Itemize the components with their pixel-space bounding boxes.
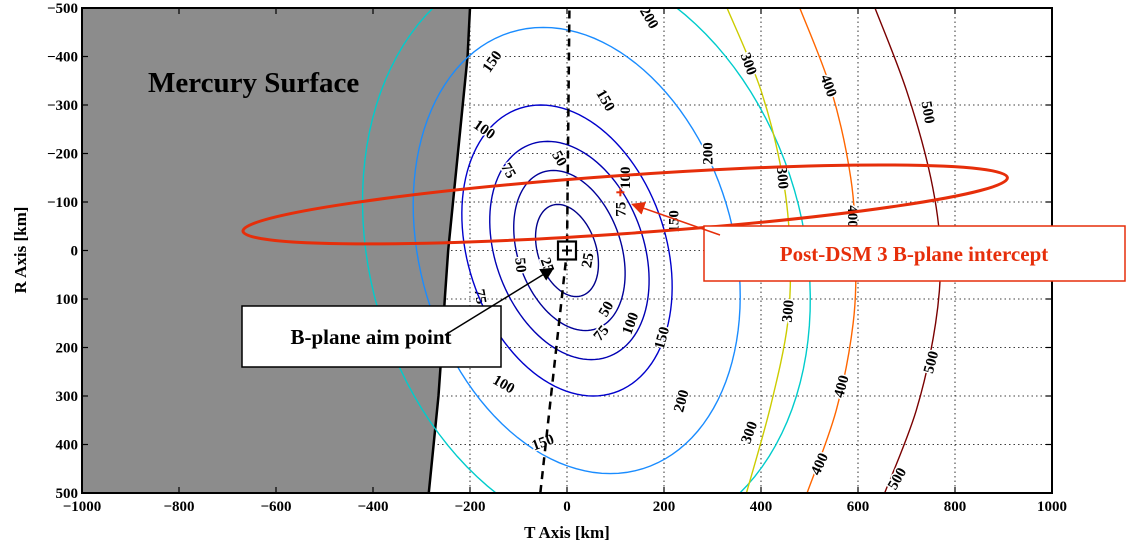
x-tick-label: 400	[750, 499, 773, 515]
intercept-arrow	[631, 201, 721, 236]
contour-label-50: 50	[511, 257, 528, 273]
aim-point-arrow	[444, 267, 555, 336]
contour-label-400: 400	[844, 205, 860, 228]
contour-label-150: 150	[667, 210, 683, 233]
y-tick-label: −200	[47, 147, 78, 163]
b-plane-error-ellipse	[241, 163, 1009, 246]
contour-label-75: 75	[471, 288, 489, 306]
contour-line-50	[513, 169, 626, 332]
x-tick-label: −1000	[63, 499, 102, 515]
contour-line-200	[361, 8, 811, 493]
y-tick-label: 400	[56, 438, 79, 454]
aim-label: B-plane aim point	[290, 325, 451, 349]
y-tick-label: 100	[56, 292, 79, 308]
y-tick-label: 200	[56, 341, 79, 357]
contour-label-25: 25	[579, 252, 597, 270]
y-tick-label: 500	[56, 486, 79, 502]
x-tick-label: 1000	[1037, 499, 1067, 515]
contour-label-200: 200	[701, 142, 717, 165]
x-axis-label: T Axis [km]	[524, 523, 610, 542]
mercury-surface-region	[82, 8, 470, 493]
contour-line-100	[461, 104, 673, 397]
y-tick-label: −500	[47, 1, 78, 17]
y-tick-label: −100	[47, 195, 78, 211]
contour-line-150	[412, 26, 741, 475]
contour-label-300: 300	[780, 299, 798, 323]
x-tick-label: −800	[163, 499, 194, 515]
x-tick-label: −400	[357, 499, 388, 515]
intercept-label: Post-DSM 3 B-plane intercept	[780, 242, 1049, 266]
y-tick-label: −300	[47, 98, 78, 114]
contour-line-25	[534, 203, 600, 298]
contour-label-300: 300	[773, 166, 791, 190]
contour-line-75	[489, 140, 650, 361]
x-tick-label: 200	[653, 499, 676, 515]
x-tick-label: −600	[260, 499, 291, 515]
x-tick-label: 600	[847, 499, 870, 515]
contour-label-500: 500	[918, 100, 938, 125]
contour-label-75: 75	[613, 202, 629, 217]
intercept-callout: Post-DSM 3 B-plane intercept	[703, 225, 1126, 282]
x-tick-label: 0	[563, 499, 571, 515]
surface-label: Mercury Surface	[148, 67, 359, 99]
y-tick-label: 0	[71, 244, 79, 260]
y-tick-label: 300	[56, 389, 79, 405]
x-tick-label: −200	[454, 499, 485, 515]
x-tick-label: 800	[944, 499, 967, 515]
contour-label-100: 100	[618, 167, 634, 190]
intercept-label-box	[703, 225, 1126, 282]
aim-label-box	[241, 305, 502, 368]
y-axis-label: R Axis [km]	[11, 207, 30, 294]
y-tick-label: −400	[47, 50, 78, 66]
aim-point-callout: B-plane aim point	[241, 305, 502, 368]
mercury-surface-boundary	[427, 8, 472, 493]
